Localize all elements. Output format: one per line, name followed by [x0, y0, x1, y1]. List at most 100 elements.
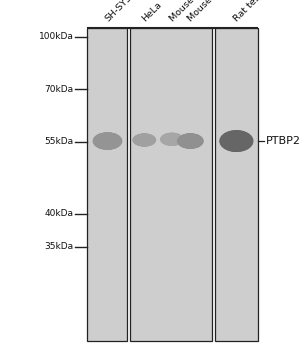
Ellipse shape: [136, 135, 153, 145]
Ellipse shape: [137, 135, 152, 145]
Ellipse shape: [230, 135, 243, 147]
Ellipse shape: [135, 135, 154, 145]
Text: Mouse brain: Mouse brain: [168, 0, 216, 24]
Ellipse shape: [137, 135, 151, 145]
Text: 100kDa: 100kDa: [39, 32, 74, 41]
Ellipse shape: [229, 134, 244, 148]
Ellipse shape: [187, 138, 194, 145]
Ellipse shape: [234, 137, 239, 145]
Ellipse shape: [164, 135, 180, 144]
Ellipse shape: [220, 131, 252, 151]
Text: Rat testis: Rat testis: [232, 0, 271, 24]
Ellipse shape: [142, 137, 147, 143]
Ellipse shape: [233, 136, 240, 146]
Ellipse shape: [169, 136, 175, 142]
Ellipse shape: [99, 135, 116, 147]
Ellipse shape: [165, 135, 179, 144]
Text: 40kDa: 40kDa: [45, 209, 74, 218]
Ellipse shape: [169, 136, 174, 142]
Ellipse shape: [142, 138, 146, 142]
Ellipse shape: [163, 134, 181, 145]
Ellipse shape: [187, 138, 193, 145]
Ellipse shape: [134, 134, 155, 146]
Ellipse shape: [138, 136, 150, 144]
Ellipse shape: [184, 136, 196, 146]
Ellipse shape: [101, 136, 114, 146]
Ellipse shape: [232, 136, 240, 146]
Ellipse shape: [231, 135, 242, 147]
Ellipse shape: [223, 132, 250, 150]
Ellipse shape: [168, 136, 176, 142]
Ellipse shape: [161, 134, 182, 145]
Ellipse shape: [105, 138, 110, 145]
Ellipse shape: [140, 136, 149, 144]
Ellipse shape: [182, 136, 198, 146]
Bar: [130, 28, 212, 341]
Ellipse shape: [162, 134, 181, 145]
Ellipse shape: [179, 134, 201, 148]
Ellipse shape: [183, 136, 197, 146]
Ellipse shape: [134, 134, 154, 146]
Ellipse shape: [233, 136, 239, 146]
Ellipse shape: [104, 137, 111, 145]
Ellipse shape: [103, 137, 111, 145]
Ellipse shape: [227, 134, 246, 148]
Text: 70kDa: 70kDa: [45, 85, 74, 94]
Ellipse shape: [231, 135, 242, 147]
Ellipse shape: [178, 134, 202, 148]
Ellipse shape: [98, 135, 117, 147]
Ellipse shape: [222, 132, 251, 150]
Ellipse shape: [102, 136, 113, 146]
Ellipse shape: [138, 136, 151, 144]
Ellipse shape: [188, 138, 192, 144]
Ellipse shape: [163, 134, 181, 145]
Ellipse shape: [136, 135, 153, 145]
Ellipse shape: [95, 134, 119, 148]
Ellipse shape: [224, 132, 249, 150]
Ellipse shape: [229, 135, 244, 147]
Ellipse shape: [142, 138, 146, 142]
Ellipse shape: [166, 135, 177, 143]
Ellipse shape: [138, 136, 150, 144]
Ellipse shape: [94, 133, 121, 149]
Text: Mouse testis: Mouse testis: [186, 0, 235, 24]
Ellipse shape: [170, 137, 174, 142]
Text: 35kDa: 35kDa: [45, 242, 74, 251]
Ellipse shape: [98, 135, 117, 147]
Ellipse shape: [141, 137, 147, 143]
Ellipse shape: [161, 133, 183, 145]
Ellipse shape: [163, 134, 181, 144]
Ellipse shape: [140, 136, 149, 144]
Ellipse shape: [169, 136, 175, 142]
Ellipse shape: [103, 137, 112, 145]
Ellipse shape: [162, 134, 182, 145]
Ellipse shape: [225, 133, 248, 149]
Ellipse shape: [188, 138, 193, 144]
Ellipse shape: [181, 135, 200, 147]
Ellipse shape: [103, 137, 112, 145]
Ellipse shape: [227, 134, 246, 148]
Ellipse shape: [186, 137, 195, 145]
Text: SH-SY5Y: SH-SY5Y: [103, 0, 138, 24]
Ellipse shape: [97, 134, 118, 148]
Ellipse shape: [184, 136, 197, 146]
Ellipse shape: [178, 134, 203, 148]
Ellipse shape: [102, 136, 113, 146]
Ellipse shape: [99, 135, 115, 147]
Ellipse shape: [221, 131, 251, 151]
Ellipse shape: [228, 134, 245, 148]
Ellipse shape: [140, 137, 148, 143]
Ellipse shape: [134, 134, 155, 146]
Ellipse shape: [180, 135, 200, 147]
Ellipse shape: [178, 134, 203, 148]
Ellipse shape: [180, 135, 201, 147]
Ellipse shape: [161, 133, 183, 145]
Ellipse shape: [180, 135, 201, 147]
Ellipse shape: [181, 135, 199, 147]
Ellipse shape: [227, 134, 245, 148]
Ellipse shape: [134, 134, 154, 146]
Ellipse shape: [182, 135, 199, 147]
Ellipse shape: [95, 133, 120, 149]
Text: HeLa: HeLa: [140, 0, 164, 24]
Ellipse shape: [133, 134, 155, 146]
